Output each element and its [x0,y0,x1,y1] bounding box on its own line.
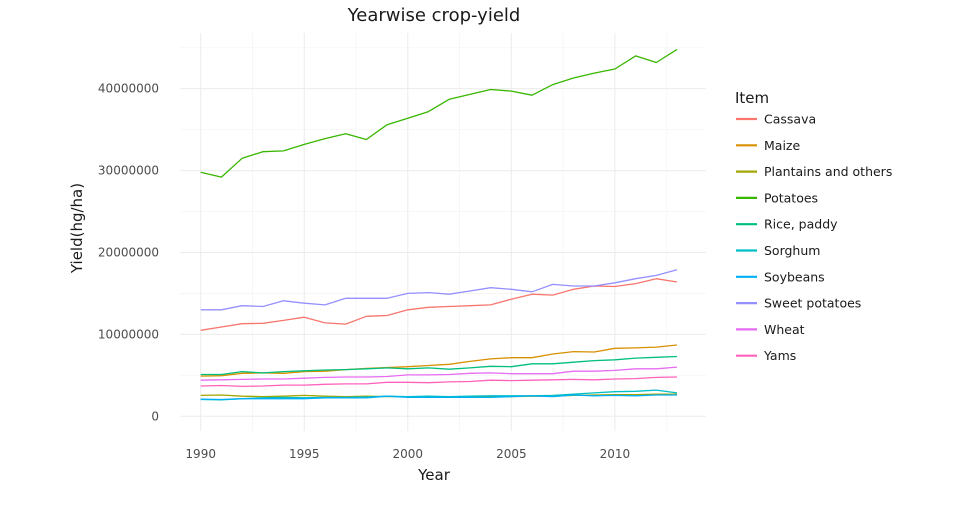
x-tick-label: 1990 [185,447,216,461]
series-line-sorghum [200,389,678,401]
legend-label-soybeans: Soybeans [764,269,825,284]
x-tick-label: 2000 [393,447,424,461]
series-line-potatoes [200,48,678,178]
series-line-maize [200,344,678,377]
legend-label-sweet-potatoes: Sweet potatoes [764,296,861,311]
legend-label-plantains-and-others: Plantains and others [764,164,892,179]
x-axis: 1990 1995 2000 2005 2010 [185,447,630,461]
series-line-sweet-potatoes [200,269,678,311]
legend-label-wheat: Wheat [764,322,805,337]
x-tick-label: 2010 [600,447,631,461]
legend-label-potatoes: Potatoes [764,190,818,205]
x-tick-label: 1995 [289,447,320,461]
y-tick-label: 40000000 [98,82,159,96]
grid [180,33,706,431]
chart-title: Yearwise crop-yield [347,5,521,26]
legend-label-cassava: Cassava [764,112,816,127]
series-lines [200,48,678,401]
series-line-yams [200,376,678,388]
y-axis: 0 10000000 20000000 30000000 40000000 [98,82,159,424]
y-tick-label: 0 [151,409,159,423]
legend-label-sorghum: Sorghum [764,243,820,258]
y-tick-label: 30000000 [98,164,159,178]
x-axis-title: Year [417,466,451,484]
series-line-wheat [200,366,678,381]
y-tick-label: 10000000 [98,327,159,341]
x-tick-label: 2005 [496,447,527,461]
legend-title: Item [735,89,769,107]
series-line-rice-paddy [200,355,678,376]
legend: Item Cassava Maize Plantains and others Pot… [735,89,892,363]
series-line-soybeans [200,394,677,401]
legend-label-yams: Yams [763,348,796,363]
legend-label-maize: Maize [764,138,800,153]
plot-area [180,33,706,431]
legend-label-rice-paddy: Rice, paddy [764,217,838,232]
y-tick-label: 20000000 [98,245,159,259]
y-axis-title: Yield(hg/ha) [68,183,86,274]
